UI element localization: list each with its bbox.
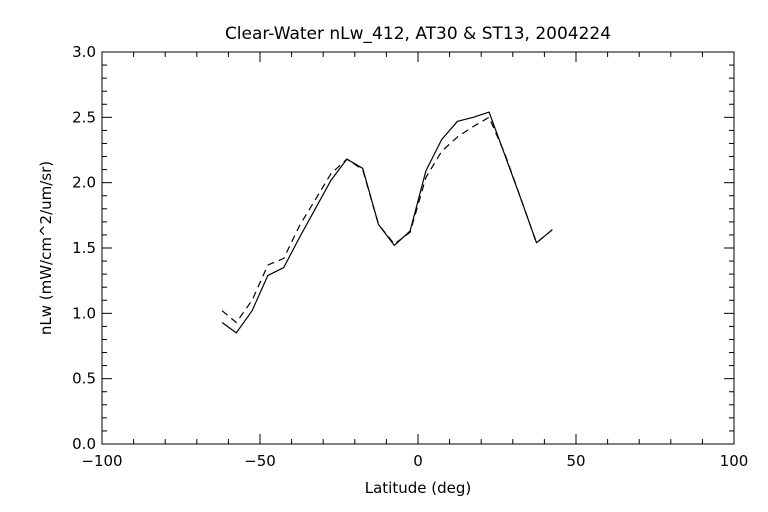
y-tick-label: 0.5 xyxy=(72,370,96,388)
y-tick-label: 3.0 xyxy=(72,43,96,61)
y-tick-label: 2.0 xyxy=(72,174,96,192)
y-tick-label: 2.5 xyxy=(72,108,96,126)
tick-labels: −100 −50 0 50 100 0.0 0.5 1.0 1.5 2.0 2.5 3.0 xyxy=(72,43,748,470)
plot-frame xyxy=(101,51,735,445)
series-group xyxy=(221,111,553,334)
x-tick-label: −100 xyxy=(81,452,122,470)
chart-title: Clear-Water nLw_412, AT30 & ST13, 200422… xyxy=(225,24,611,44)
y-tick-label: 1.5 xyxy=(72,239,96,257)
x-tick-label: 0 xyxy=(413,452,423,470)
x-tick-label: 100 xyxy=(720,452,749,470)
y-tick-label: 0.0 xyxy=(72,435,96,453)
x-axis-label: Latitude (deg) xyxy=(365,479,471,497)
axis-ticks xyxy=(101,51,735,445)
x-tick-label: −50 xyxy=(244,452,276,470)
x-tick-label: 50 xyxy=(566,452,585,470)
y-axis-label: nLw (mW/cm^2/um/sr) xyxy=(37,161,55,335)
series-line-solid xyxy=(221,111,553,334)
y-tick-label: 1.0 xyxy=(72,304,96,322)
series-line-dashed xyxy=(221,116,553,324)
